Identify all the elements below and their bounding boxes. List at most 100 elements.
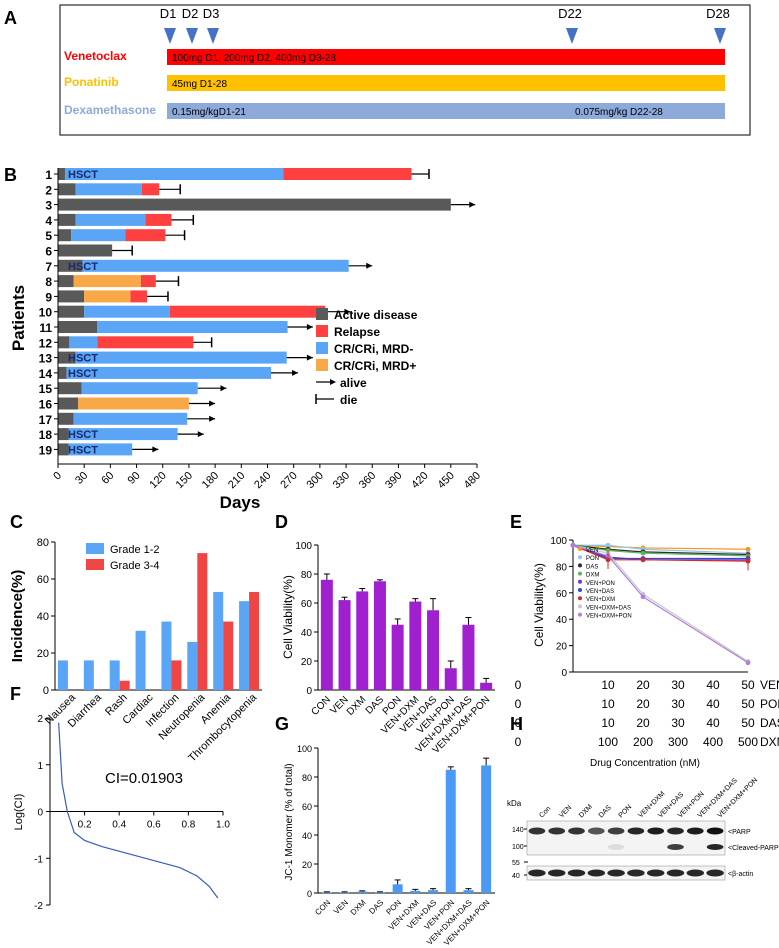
panel-a-regimen: D1 D2 D3 D22 D28 Venetoclax 100mg D1, 200mg D2… [64,6,730,119]
x-tick-label: 480 [462,470,483,491]
hsct-label: HSCT [68,169,98,181]
category-label: VEN [332,898,350,916]
dose-value: 10 [601,697,615,711]
alive-arrow-icon [330,379,336,385]
patient-id: 11 [39,321,52,335]
lane-label: DXM [578,803,594,819]
patient-id: 7 [45,260,52,274]
bar [373,581,386,690]
drug-name: Dexamethasone [64,103,156,117]
patient-id: 19 [39,443,53,457]
patient-segment [58,259,83,272]
panel-label-g: G [275,714,289,734]
patient-segment [58,198,451,211]
drug-dose-2: 0.075mg/kg D22-28 [575,107,663,118]
hsct-label: HSCT [68,353,98,365]
actin-band [706,869,724,877]
hsct-label: HSCT [68,429,98,441]
patient-segment [58,213,76,226]
legend-label: VEN+PON [586,581,615,587]
x-tick-label: 120 [147,470,168,491]
y-tick-label: 0 [561,668,567,679]
x-tick-label: 330 [331,470,352,491]
y-tick-label: 80 [556,562,568,573]
legend-label: VEN+DXM+PON [586,614,632,620]
alive-arrow-icon [469,201,476,208]
bar [392,884,403,893]
y-tick-label: 0 [37,808,43,819]
day-marker-icon [186,28,198,44]
x-tick-label: 0 [51,470,64,483]
dose-value: 200 [633,735,653,749]
dose-value: 0 [515,678,522,692]
x-tick-label: 0.8 [181,820,195,831]
data-point [570,542,576,548]
marker-label: 55 [512,860,520,867]
legend-marker [578,588,582,592]
legend-label: Active disease [334,308,418,322]
legend-marker [578,579,582,584]
y-tick-label: 100 [295,541,312,552]
series-line [573,544,749,554]
alive-arrow-icon [306,354,313,361]
legend-label: DAS [586,564,598,570]
patient-segment [82,259,349,272]
day-label: D28 [706,6,730,21]
panel-f-ci-curve: 2 1 0 -1 -2 0.2 0.4 0.6 0.8 1.0 Log(CI) CI=0.01903 [13,714,230,912]
data-point [640,594,646,600]
legend-label: DXM [586,573,599,579]
panel-label-c: C [10,512,23,532]
patient-segment [58,321,98,333]
patient-id: 9 [45,290,52,304]
band-label-actin: <β-actin [728,871,753,878]
alive-arrow-icon [344,308,351,315]
actin-band [686,869,705,877]
y-tick-label: 0 [43,685,49,697]
series-line [572,544,749,556]
patient-segment [141,183,160,196]
data-point [640,550,646,556]
marker-label: 140 [512,827,524,834]
bar [481,765,492,893]
dose-value: 0 [515,735,522,749]
y-axis-title: Log(CI) [13,794,25,831]
x-tick-label: 240 [252,470,273,491]
patient-segment [58,275,74,288]
bar [445,769,456,893]
dose-value: 300 [668,735,688,749]
legend-swatch [316,342,328,354]
y-tick-label: 100 [297,744,312,754]
dose-drug-label: PON [760,697,779,711]
legend-swatch [86,543,104,554]
parp-band [587,827,605,835]
dose-value: 50 [741,697,755,711]
patient-segment [58,183,76,196]
patient-segment [58,366,67,379]
legend-label: Grade 1-2 [110,544,160,556]
parp-band [706,827,724,835]
y-tick-label: 0 [306,686,312,697]
band-label-cleaved-parp: <Cleaved-PARP [728,845,779,852]
y-tick-label: 20 [301,657,313,668]
bar [320,579,333,690]
hsct-label: HSCT [68,444,98,456]
bar [187,641,198,690]
dose-value: 0 [515,697,522,711]
x-axis-title: Days [220,493,261,512]
patient-segment [125,229,166,242]
bar [171,660,182,690]
y-tick-label: 80 [37,537,49,549]
category-label: DXM [349,898,368,917]
series-line [572,544,749,562]
legend-marker [578,563,582,568]
panel-label-f: F [10,684,21,704]
panel-label-e: E [510,512,522,532]
dose-value: 30 [671,697,685,711]
patient-id: 14 [39,367,53,381]
bar [161,621,172,690]
patient-segment [68,443,133,456]
parp-band [528,827,546,835]
dose-drug-label: DAS [760,716,779,730]
y-tick-label: 60 [37,574,49,586]
legend-marker [578,604,582,609]
